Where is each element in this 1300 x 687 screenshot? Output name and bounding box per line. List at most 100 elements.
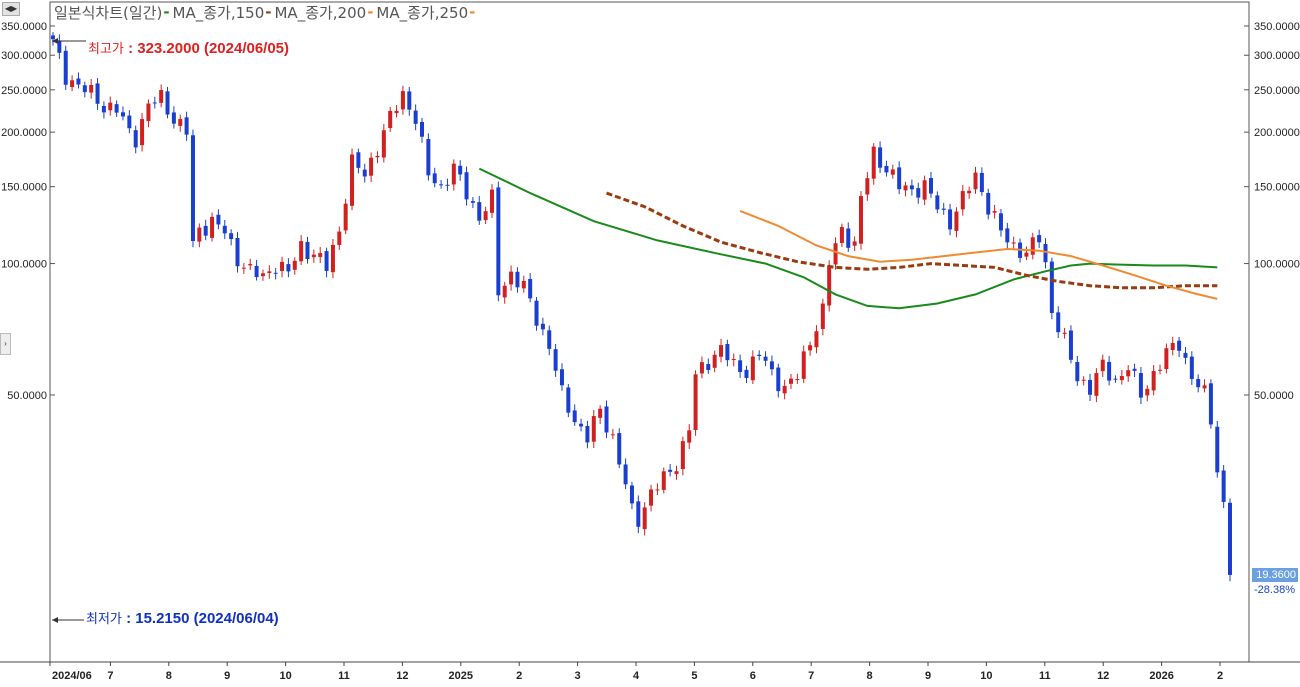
candle-up [1081, 379, 1086, 381]
candle-up [1158, 369, 1163, 371]
candle-up [381, 130, 386, 158]
candle-down [254, 265, 259, 278]
candle-down [470, 201, 475, 203]
candle-down [528, 279, 533, 299]
candle-up [70, 80, 75, 88]
x-tick-label: 9 [925, 670, 931, 682]
candle-down [1215, 426, 1220, 473]
y-tick-label-right: 100.0000 [1254, 259, 1300, 271]
candle-down [1005, 228, 1010, 243]
candle-down [127, 115, 132, 129]
y-tick-label-left: 250.0000 [1, 85, 47, 97]
candle-up [801, 351, 806, 379]
side-expand-icon[interactable]: › [0, 333, 11, 355]
candle-down [171, 112, 176, 124]
candle-up [248, 264, 253, 266]
x-tick-label: 2025 [449, 670, 473, 682]
chart-title: 일본식차트(일간) [54, 3, 163, 22]
high-prefix: 최고가 [88, 42, 124, 57]
candle-up [1126, 370, 1131, 377]
candle-up [852, 241, 857, 246]
candle-down [540, 323, 545, 330]
ma-dash-1: - [163, 3, 170, 21]
candle-down [445, 184, 450, 186]
candle-up [687, 430, 692, 443]
last-price-badge: 19.3600 [1252, 568, 1298, 582]
candle-down [407, 91, 412, 110]
candle-down [1088, 379, 1093, 395]
y-tick-label-left: 350.0000 [1, 21, 47, 33]
y-tick-label-left: 150.0000 [1, 182, 47, 194]
candle-up [674, 471, 679, 475]
candle-down [51, 35, 55, 40]
ma-label-250[interactable]: MA_종가,250 [376, 3, 469, 22]
candle-down [216, 214, 221, 225]
candle-up [521, 280, 526, 289]
candle-up [1094, 373, 1099, 396]
candle-down [617, 433, 622, 465]
candle-down [57, 40, 62, 53]
y-tick-label-right: 200.0000 [1254, 127, 1300, 139]
candle-down [998, 213, 1003, 231]
candle-up [318, 253, 323, 257]
candle-down [203, 225, 208, 236]
candle-up [197, 227, 202, 242]
candle-up [159, 90, 164, 103]
low-arrow-head [52, 617, 58, 623]
candle-up [992, 211, 997, 213]
x-tick-label: 9 [224, 670, 230, 682]
ma-label-200[interactable]: MA_종가,200 [274, 3, 367, 22]
y-tick-label-left: 50.0000 [7, 390, 47, 402]
candle-up [394, 110, 399, 114]
candle-up [1024, 252, 1029, 257]
candle-down [1189, 356, 1194, 379]
candle-down [420, 121, 425, 137]
candle-down [878, 147, 883, 168]
candle-down [1132, 368, 1137, 371]
candle-down [1177, 340, 1182, 351]
candle-up [489, 189, 494, 213]
x-tick-label: 10 [279, 670, 291, 682]
ma-line-150 [478, 167, 1218, 310]
ma-label-150[interactable]: MA_종가,150 [172, 3, 265, 22]
candle-up [642, 507, 647, 530]
y-tick-label-right: 250.0000 [1254, 85, 1300, 97]
candle-up [903, 185, 908, 191]
x-axis-band [0, 662, 1300, 687]
candle-down [566, 387, 571, 413]
candle-down [222, 225, 227, 234]
candle-up [146, 103, 151, 122]
candle-up [89, 84, 94, 93]
candle-up [655, 489, 660, 491]
candle-down [935, 195, 940, 210]
moving-average-lines [478, 167, 1218, 310]
candle-down [636, 501, 641, 527]
candle-down [152, 102, 157, 104]
candle-down [165, 91, 170, 115]
candle-down [928, 178, 933, 194]
candle-up [890, 169, 895, 175]
candle-down [82, 85, 87, 93]
x-tick-label: 2 [516, 670, 522, 682]
candle-down [776, 367, 781, 392]
candle-down [1113, 378, 1118, 380]
candle-down [979, 172, 984, 193]
candle-down [986, 192, 991, 215]
candle-down [559, 369, 564, 386]
candle-down [496, 187, 501, 296]
collapse-arrows-icon[interactable]: ◀▶ [2, 2, 20, 16]
candle-up [292, 260, 297, 270]
candle-down [356, 152, 361, 168]
ma-dash-4: - [469, 3, 476, 21]
candle-up [750, 356, 755, 381]
candle-up [1164, 348, 1169, 370]
candle-up [680, 441, 685, 470]
candle-up [591, 416, 596, 442]
candle-down [668, 469, 673, 472]
x-tick-label: 11 [338, 670, 350, 682]
candle-down [432, 173, 437, 184]
candle-down [1075, 361, 1080, 382]
candle-up [712, 354, 717, 368]
y-tick-label-left: 200.0000 [1, 127, 47, 139]
